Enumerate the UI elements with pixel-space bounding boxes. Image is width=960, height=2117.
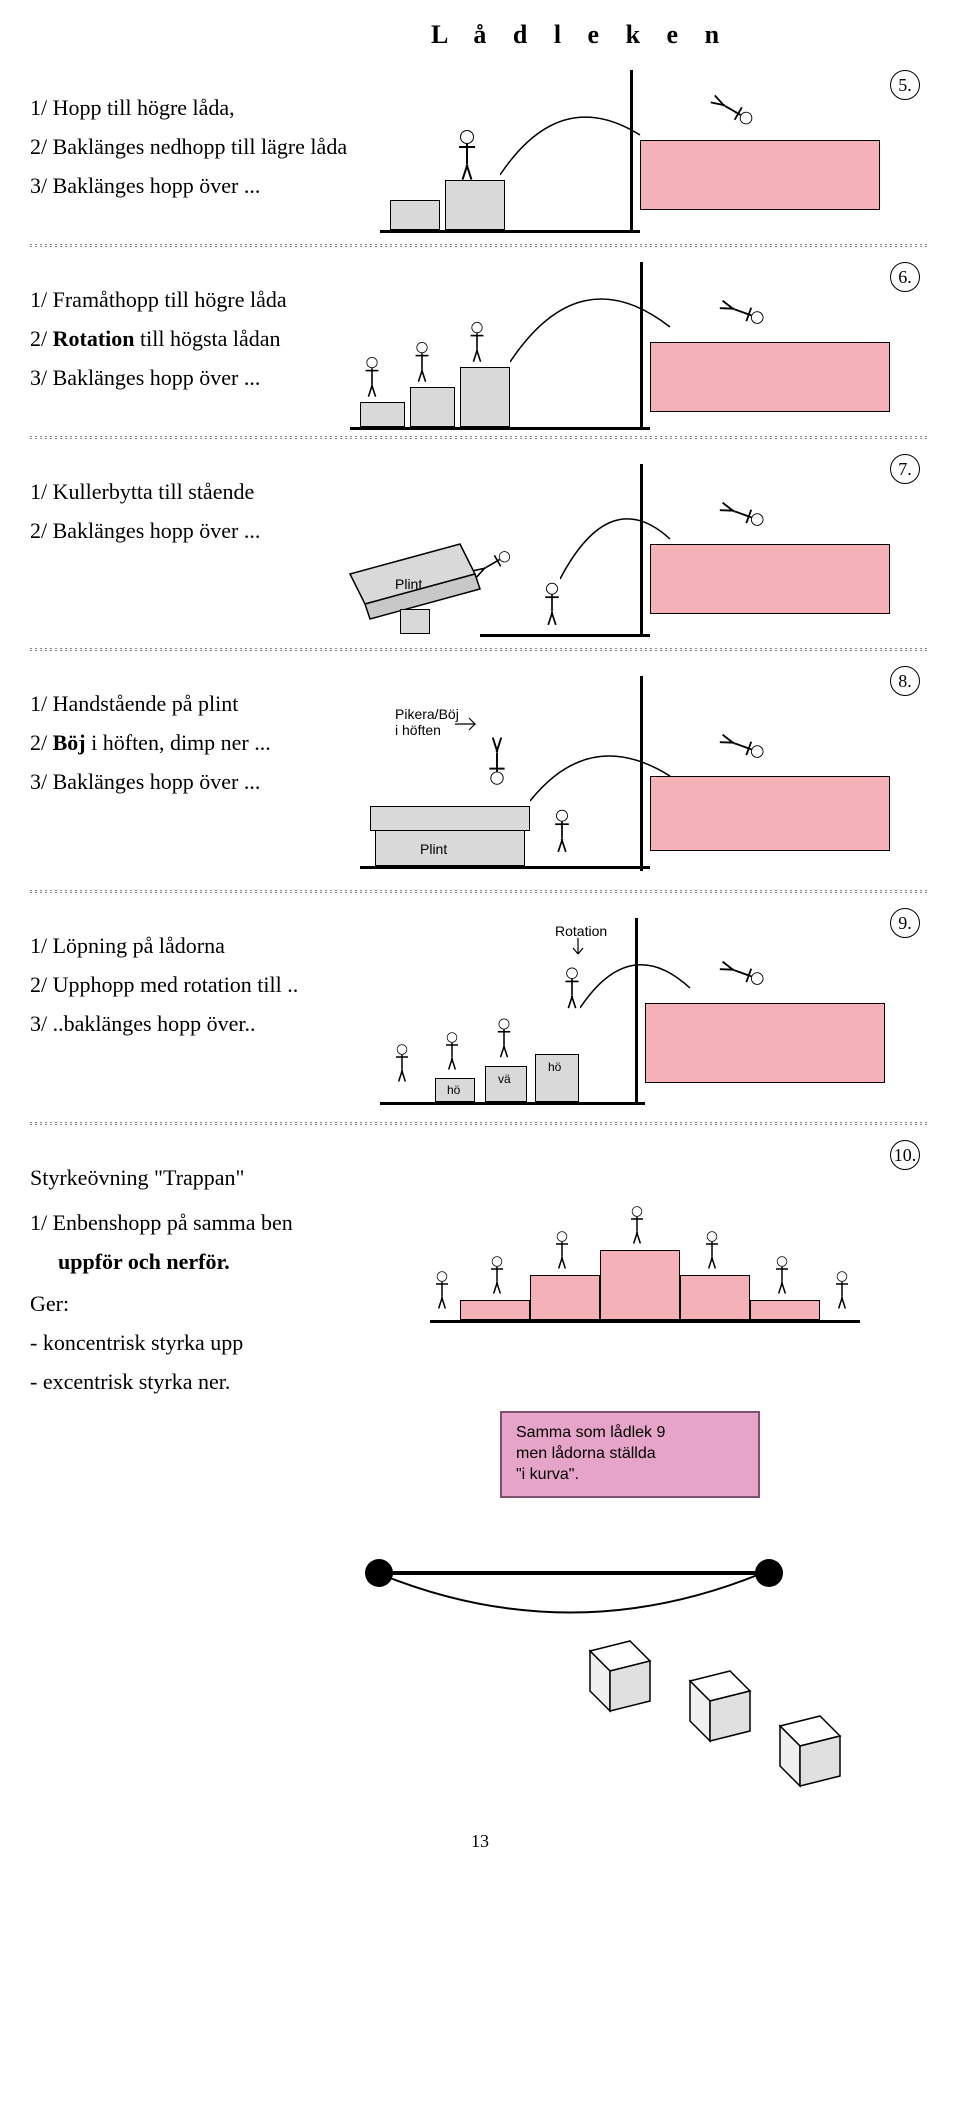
exercise-8-illustration: Plint Pikera/Böj i höften: [380, 676, 910, 836]
exercise-8-line-1: 1/ Handstående på plint: [30, 686, 370, 721]
note-line-3: "i kurva".: [516, 1465, 744, 1486]
exercise-5-line-3: 3/ Baklänges hopp över ...: [30, 168, 370, 203]
exercise-10-line-1: 1/ Enbenshopp på samma ben: [30, 1205, 410, 1240]
exercise-number-5: 5.: [890, 70, 920, 100]
foot-ho1: hö: [447, 1083, 460, 1097]
exercise-6-line-3: 3/ Baklänges hopp över ...: [30, 360, 370, 395]
exercise-9-line-1: 1/ Löpning på lådorna: [30, 928, 370, 963]
exercise-7: 7. 1/ Kullerbytta till stående 2/ Baklän…: [30, 454, 930, 634]
exercise-10-illustration: [430, 1150, 930, 1330]
plint-label-7: Plint: [395, 576, 422, 592]
separator: [30, 1120, 930, 1126]
page-number: 13: [30, 1831, 930, 1852]
exercise-7-line-1: 1/ Kullerbytta till stående: [30, 474, 370, 509]
exercise-5-text: 1/ Hopp till högre låda, 2/ Baklänges ne…: [30, 70, 370, 204]
rotation-label: Rotation: [555, 923, 607, 939]
foot-ho2: hö: [548, 1060, 561, 1074]
page-title: L å d l e k e n: [30, 20, 930, 50]
plint-label-8: Plint: [420, 841, 447, 857]
exercise-10-text: Styrkeövning "Trappan" 1/ Enbenshopp på …: [30, 1140, 410, 1399]
exercise-10: 10. Styrkeövning "Trappan" 1/ Enbenshopp…: [30, 1140, 930, 1399]
curve-cubes-section: [30, 1541, 930, 1801]
exercise-number-10: 10.: [890, 1140, 920, 1170]
exercise-6-illustration: [380, 272, 910, 432]
exercise-10-line-2: uppför och nerför.: [30, 1244, 410, 1279]
exercise-7-illustration: Plint: [380, 464, 910, 624]
pink-note: Samma som lådlek 9 men lådorna ställda "…: [500, 1411, 760, 1497]
ger-item-1: - koncentrisk styrka upp: [30, 1325, 410, 1360]
exercise-9-line-2: 2/ Upphopp med rotation till ..: [30, 967, 370, 1002]
exercise-6: 6. 1/ Framåthopp till högre låda 2/ Rota…: [30, 262, 930, 422]
separator: [30, 242, 930, 248]
exercise-9-illustration: Rotation hö vä hö: [380, 918, 910, 1078]
exercise-5-line-1: 1/ Hopp till högre låda,: [30, 90, 370, 125]
separator: [30, 646, 930, 652]
exercise-10-title: Styrkeövning "Trappan": [30, 1160, 410, 1195]
exercise-6-line-2: 2/ Rotation till högsta lådan: [30, 321, 370, 356]
exercise-8-line-2: 2/ Böj i höften, dimp ner ...: [30, 725, 370, 760]
foot-va: vä: [498, 1072, 511, 1086]
exercise-5-line-2: 2/ Baklänges nedhopp till lägre låda: [30, 129, 370, 164]
exercise-number-7: 7.: [890, 454, 920, 484]
exercise-8-line-3: 3/ Baklänges hopp över ...: [30, 764, 370, 799]
exercise-number-9: 9.: [890, 908, 920, 938]
exercise-5: 5. 1/ Hopp till högre låda, 2/ Baklänges…: [30, 70, 930, 230]
exercise-6-text: 1/ Framåthopp till högre låda 2/ Rotatio…: [30, 262, 370, 396]
exercise-number-8: 8.: [890, 666, 920, 696]
note-line-2: men lådorna ställda: [516, 1444, 744, 1465]
note-line-1: Samma som lådlek 9: [516, 1423, 744, 1444]
exercise-9-text: 1/ Löpning på lådorna 2/ Upphopp med rot…: [30, 908, 370, 1042]
exercise-7-line-2: 2/ Baklänges hopp över ...: [30, 513, 370, 548]
separator: [30, 888, 930, 894]
exercise-9: 9. 1/ Löpning på lådorna 2/ Upphopp med …: [30, 908, 930, 1108]
note-section: Samma som lådlek 9 men lådorna ställda "…: [30, 1411, 930, 1541]
ger-item-2: - excentrisk styrka ner.: [30, 1364, 410, 1399]
exercise-7-text: 1/ Kullerbytta till stående 2/ Baklänges…: [30, 454, 370, 548]
exercise-8-text: 1/ Handstående på plint 2/ Böj i höften,…: [30, 666, 370, 800]
ger-label: Ger:: [30, 1286, 410, 1321]
exercise-9-line-3: 3/ ..baklänges hopp över..: [30, 1006, 370, 1041]
exercise-8: 8. 1/ Handstående på plint 2/ Böj i höft…: [30, 666, 930, 876]
exercise-number-6: 6.: [890, 262, 920, 292]
separator: [30, 434, 930, 440]
annotation-8: Pikera/Böj i höften: [395, 706, 459, 738]
exercise-6-line-1: 1/ Framåthopp till högre låda: [30, 282, 370, 317]
exercise-5-illustration: [380, 80, 910, 240]
